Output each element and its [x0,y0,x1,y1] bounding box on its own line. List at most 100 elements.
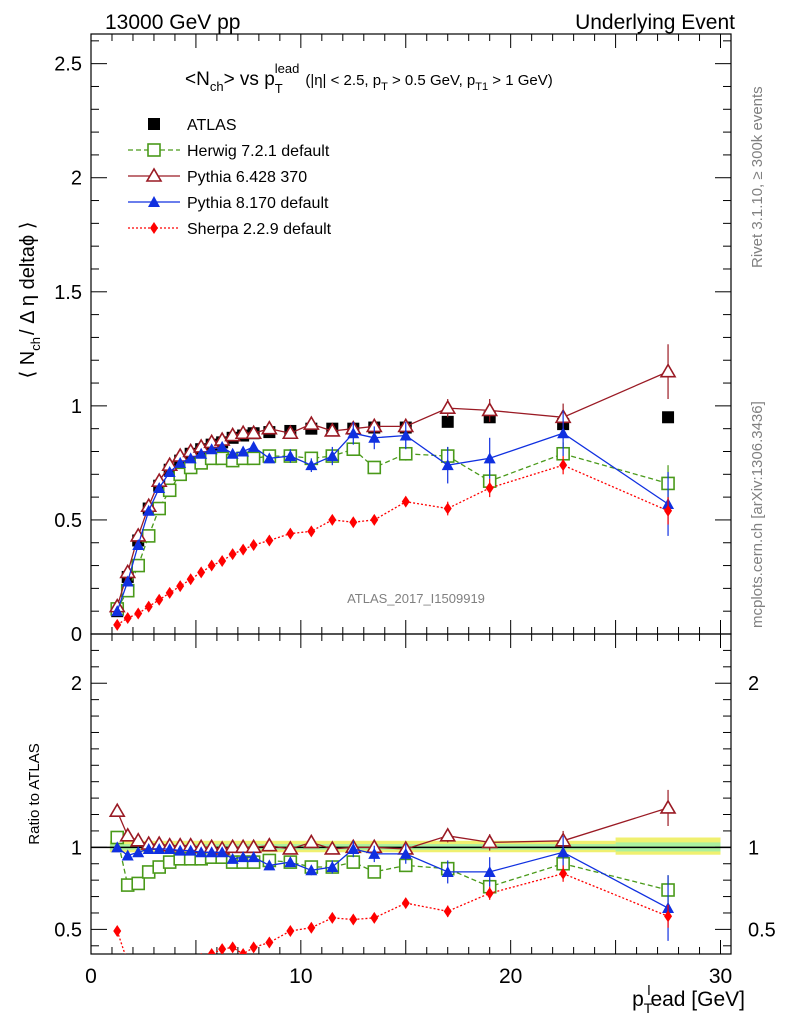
main-point-sherpa [401,495,410,508]
main-line-herwig [116,448,669,610]
main-point-sherpa [443,502,452,515]
main-point-pythia8 [153,481,166,493]
main-ylabel-sub: ch [28,337,43,351]
main-point-herwig [346,442,361,457]
title-cuts-end: > 1 GeV) [488,72,553,89]
main-point-pythia8 [111,605,124,617]
rivet-label: Rivet 3.1.10, ≥ 300k events [749,86,766,268]
main-point-pythia8 [195,447,208,459]
main-ytick-label: 0 [71,624,82,646]
main-point-herwig [398,446,413,461]
ratio-point-pythia6 [659,799,677,814]
legend-marker-atlas [148,118,160,130]
xlabel-sub: T [644,1000,653,1016]
main-point-pythia8 [174,456,187,468]
ratio-point-herwig [367,865,382,879]
ratio-point-pythia8 [163,842,176,854]
ratio-point-sherpa [559,867,568,880]
ratio-axes: 0 10 20 30 0.5 0.5 1 1 2 2 [54,634,776,988]
ratio-point-pythia6 [481,833,499,849]
ratio-point-pythia8 [132,846,145,858]
main-point-pythia8 [163,466,176,478]
ratio-point-sherpa [307,921,316,934]
ratio-point-pythia8 [399,847,412,859]
main-point-sherpa [485,481,494,494]
ratio-point-pythia6 [129,832,147,847]
main-point-sherpa [176,580,185,593]
ratio-point-pythia6 [281,840,299,855]
main-point-pythia8 [399,429,412,441]
main-point-sherpa [328,513,337,526]
main-series-herwig [110,442,675,616]
ratio-point-sherpa [349,913,358,926]
main-point-herwig [367,460,382,475]
main-point-sherpa [249,539,258,552]
main-ylabel-part1: ⟨ N [17,351,39,379]
main-point-pythia8 [326,450,339,462]
title-nch-sub: ch [210,79,224,94]
main-point-pythia8 [368,431,381,443]
main-point-sherpa [307,525,316,538]
legend-label-atlas: ATLAS [187,117,237,134]
ratio-point-pythia8 [237,851,250,863]
ratio-point-pythia8 [174,844,187,856]
legend-label-pythia8: Pythia 8.170 default [187,195,329,212]
ratio-point-pythia8 [326,861,339,873]
main-point-pythia8 [121,575,134,587]
ratio-point-pythia8 [441,865,454,877]
main-point-sherpa [664,504,673,517]
ratio-point-pythia8 [347,842,360,854]
main-data [108,344,677,631]
ratio-point-pythia8 [184,844,197,856]
ratio-point-pythia8 [557,846,570,858]
ratio-point-pythia8 [205,846,218,858]
ratio-series-sherpa [113,865,673,981]
header-left: 13000 GeV pp [105,11,240,34]
ratio-point-pythia8 [483,865,496,877]
ratio-point-pythia8 [195,846,208,858]
ratio-point-pythia6 [439,827,457,842]
ratio-point-sherpa [218,943,227,954]
main-ylabel: ⟨ Nch / Δ η deltaϕ ⟩ [17,221,43,378]
main-ylabel-part2: / Δ η deltaϕ ⟩ [17,221,39,335]
title-cuts-sub1: T [381,81,388,93]
main-point-atlas [441,415,454,428]
plot-title: <Nch> vs pTlead(|η| < 2.5, pT > 0.5 GeV,… [185,61,553,96]
main-series-sherpa [113,456,673,631]
analysis-id: ATLAS_2017_I1509919 [347,591,485,606]
main-point-sherpa [559,459,568,472]
mcplots-label: mcplots.cern.ch [arXiv:1306.3436] [749,401,766,628]
title-cuts: (|η| < 2.5, p [305,72,381,89]
ratio-point-sherpa [145,969,153,981]
ratio-point-sherpa [265,936,274,949]
legend-marker-pythia6 [145,167,163,182]
main-point-sherpa [123,612,132,625]
ratio-point-pythia6 [108,802,126,818]
main-series-pythia8 [111,410,675,617]
main-point-sherpa [349,516,358,529]
title-vs-pt: > vs p [224,69,275,90]
ratio-point-sherpa [286,925,295,938]
main-point-pythia8 [263,452,276,464]
ratio-point-herwig [346,855,361,869]
xlabel-rest: ead [GeV] [650,988,745,1011]
ratio-point-sherpa [134,969,142,981]
main-point-pythia6 [481,401,499,417]
xtick-label: 10 [289,965,312,988]
ratio-ytick-label: 0.5 [54,919,82,941]
legend-marker-sherpa [150,222,158,234]
ratio-point-sherpa [485,887,494,900]
main-point-sherpa [134,607,143,620]
main-point-pythia8 [284,450,297,462]
main-point-pythia6 [260,420,278,435]
title-cuts-mid: > 0.5 GeV, p [388,72,475,89]
main-point-pythia8 [205,443,218,455]
ratio-point-sherpa [249,941,258,954]
xlabel-sup: l [647,982,650,998]
main-axes: 0 0.5 1 1.5 2 2.5 [54,34,731,646]
ratio-point-herwig [131,876,146,891]
ratio-ytick-label-right: 0.5 [748,919,776,941]
main-point-sherpa [155,593,164,606]
ratio-point-pythia6 [260,837,278,852]
